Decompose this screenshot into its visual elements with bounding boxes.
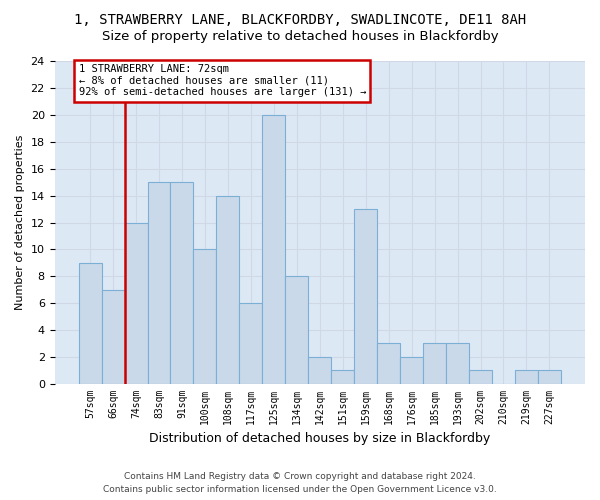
Y-axis label: Number of detached properties: Number of detached properties [15,135,25,310]
Bar [423,344,446,384]
Text: Size of property relative to detached houses in Blackfordby: Size of property relative to detached ho… [101,30,499,43]
Bar [170,182,193,384]
Text: 1, STRAWBERRY LANE, BLACKFORDBY, SWADLINCOTE, DE11 8AH: 1, STRAWBERRY LANE, BLACKFORDBY, SWADLIN… [74,12,526,26]
Bar [308,356,331,384]
Bar [101,290,125,384]
X-axis label: Distribution of detached houses by size in Blackfordby: Distribution of detached houses by size … [149,432,490,445]
Bar [331,370,354,384]
Text: 1 STRAWBERRY LANE: 72sqm
← 8% of detached houses are smaller (11)
92% of semi-de: 1 STRAWBERRY LANE: 72sqm ← 8% of detache… [79,64,366,98]
Bar [125,222,148,384]
Bar [400,356,423,384]
Bar [354,209,377,384]
Bar [239,303,262,384]
Bar [377,344,400,384]
Bar [148,182,170,384]
Bar [286,276,308,384]
Bar [193,250,217,384]
Bar [446,344,469,384]
Bar [262,115,286,384]
Bar [469,370,492,384]
Bar [538,370,561,384]
Bar [79,263,101,384]
Bar [217,196,239,384]
Bar [515,370,538,384]
Text: Contains HM Land Registry data © Crown copyright and database right 2024.
Contai: Contains HM Land Registry data © Crown c… [103,472,497,494]
